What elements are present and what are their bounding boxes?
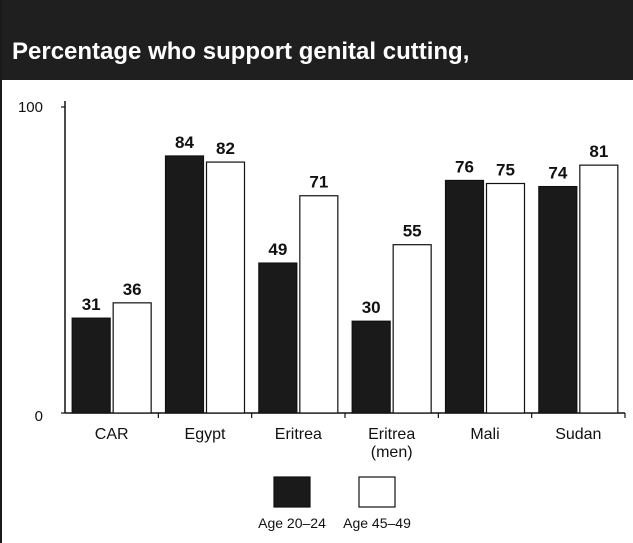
y-tick-label-0: 0 [35,408,43,425]
bar-age-45-49 [485,182,526,414]
x-tick-label: Mali [470,426,499,443]
data-label: 49 [268,240,287,259]
x-tick-label: Eritrea [368,426,415,443]
chart-title: Percentage who support genital cutting, … [12,11,612,119]
data-label: 76 [455,157,474,176]
x-tick-label: CAR [95,426,129,443]
data-label: 71 [309,173,328,192]
y-tick-label-100: 100 [18,99,43,116]
data-label: 81 [589,142,608,161]
legend-label-age-20-24: Age 20–24 [258,515,326,531]
data-label: 30 [362,298,381,317]
bar-age-45-49 [392,244,432,414]
chart-title-line-1: Percentage who support genital cutting, [12,38,470,65]
bar-age-45-49 [205,161,246,414]
data-label: 36 [123,280,142,299]
bar-age-20-24 [351,320,391,414]
data-label: 82 [216,139,235,158]
bar-age-20-24 [71,317,111,414]
x-tick-label: Eritrea [275,426,322,443]
legend-label-age-45-49: Age 45–49 [343,515,411,531]
chart-title-line-2: by age group [12,92,163,119]
bar-age-45-49 [112,302,152,414]
data-label: 55 [403,222,422,241]
bar-age-20-24 [538,185,578,414]
bar-age-20-24 [444,179,485,414]
title-banner: Percentage who support genital cutting, … [2,0,633,119]
bar-age-20-24 [258,262,298,414]
x-tick-label: (men) [371,444,413,461]
legend-swatch-age-45-49 [358,476,396,508]
bar-age-20-24 [164,155,205,414]
data-label: 75 [496,161,515,180]
data-label: 31 [82,295,101,314]
bar-age-45-49 [299,195,339,414]
x-tick-label: Egypt [185,426,226,443]
bar-age-45-49 [579,164,619,414]
data-label: 84 [175,133,194,152]
legend-swatch-age-20-24 [273,476,311,508]
x-tick-label: Sudan [555,426,601,443]
data-label: 74 [548,164,567,183]
